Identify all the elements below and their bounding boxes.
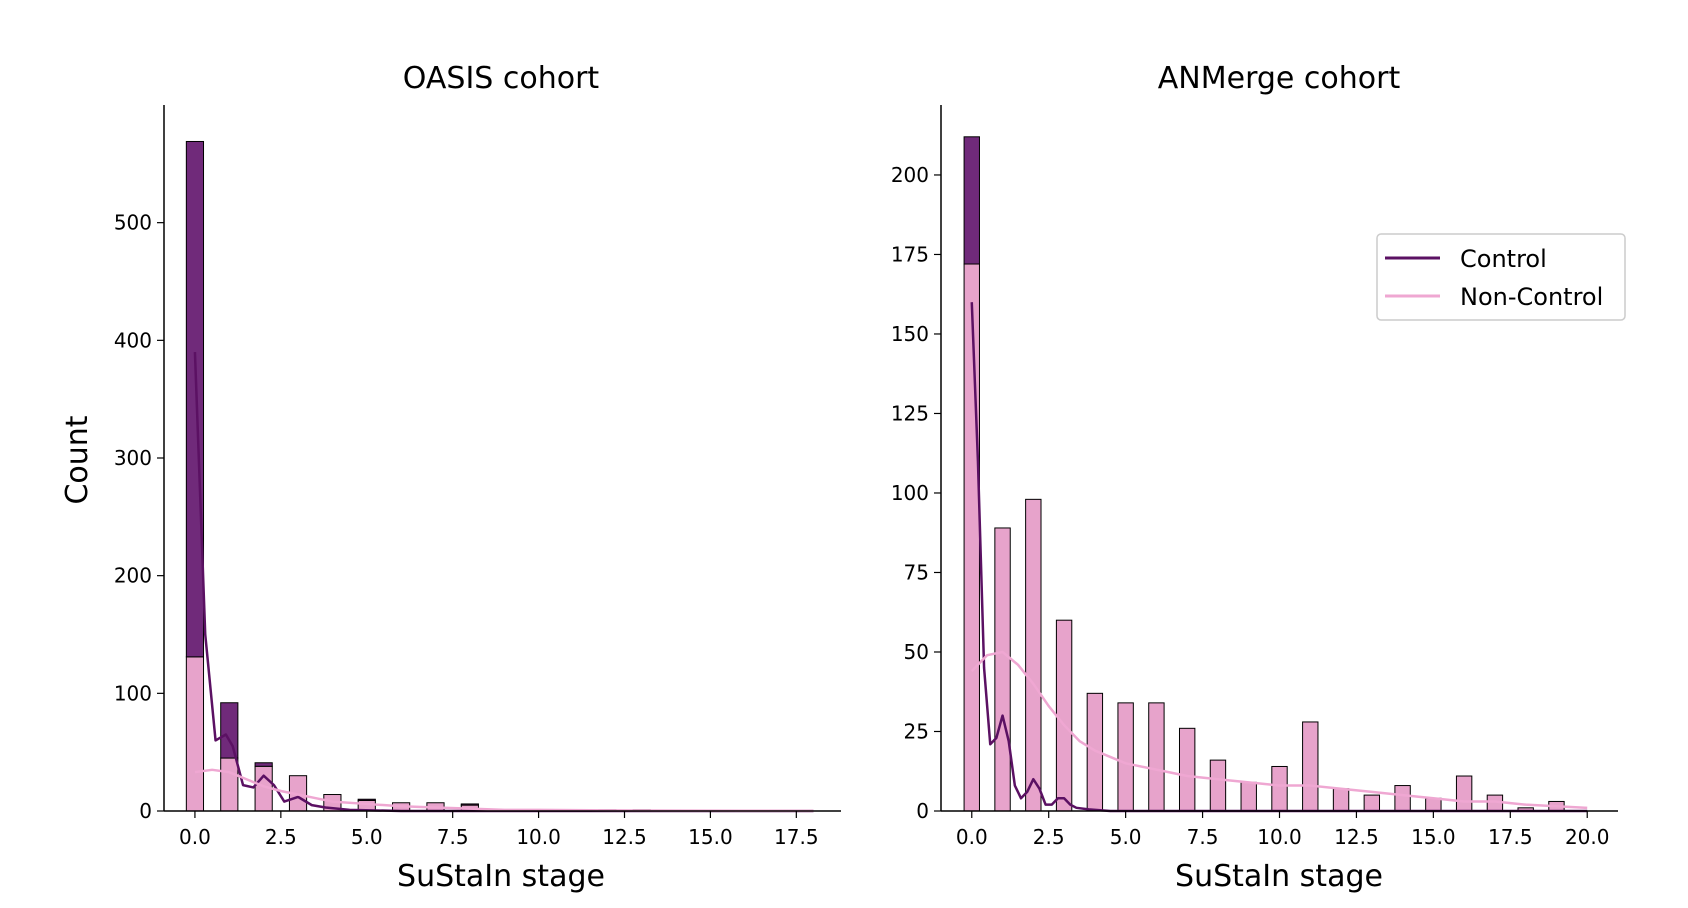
x-tick-label: 20.0: [1565, 825, 1610, 849]
bar-noncontrol: [1394, 785, 1411, 812]
x-tick-label: 12.5: [602, 825, 647, 849]
bar-control: [220, 702, 239, 759]
bar-control: [460, 803, 479, 806]
bar-noncontrol: [1240, 781, 1257, 812]
x-tick-label: 0.0: [956, 825, 988, 849]
legend: Control Non-Control: [1376, 233, 1626, 321]
x-tick-label: 7.5: [437, 825, 469, 849]
y-tick-label: 500: [114, 211, 152, 235]
bar-control: [357, 798, 376, 801]
x-tick-label: 17.5: [774, 825, 819, 849]
bar-noncontrol: [1302, 721, 1319, 812]
y-tick-label: 150: [891, 322, 929, 346]
legend-frame: [1376, 233, 1626, 321]
y-tick-label: 175: [891, 242, 929, 266]
panel-oasis: OASIS cohort 0.0 2.5 5.0 7.5 10.0 12.5 15.0 17.…: [60, 61, 841, 894]
y-tick-label: 25: [904, 719, 929, 743]
bar-noncontrol: [1332, 788, 1350, 812]
kde-line-control: [193, 352, 814, 813]
bar-noncontrol: [1455, 775, 1473, 812]
y-tick-label: 125: [891, 401, 929, 425]
bar-noncontrol: [994, 527, 1011, 812]
x-tick-label: 17.5: [1488, 825, 1533, 849]
y-tick-label: 75: [904, 560, 929, 584]
x-axis-label: SuStaIn stage: [397, 859, 605, 894]
x-tick-label: 2.5: [1033, 825, 1065, 849]
x-tick-label: 12.5: [1334, 825, 1379, 849]
bar-noncontrol: [185, 656, 205, 812]
panel-title: OASIS cohort: [403, 61, 600, 96]
plot-area: 0.0 2.5 5.0 7.5 10.0 12.5 15.0 17.5 20.0 0 25 50 75 1…: [891, 105, 1618, 849]
y-tick-label: 400: [114, 328, 152, 352]
x-tick-label: 15.0: [688, 825, 733, 849]
kde-line-noncontrol: [970, 650, 1588, 810]
x-tick-label: 15.0: [1411, 825, 1456, 849]
bar-noncontrol: [1363, 794, 1381, 812]
bar-noncontrol: [1209, 759, 1227, 812]
bar-control: [963, 136, 980, 265]
x-tick-label: 2.5: [265, 825, 297, 849]
y-axis-label: Count: [60, 415, 95, 504]
y-tick-label: 100: [891, 481, 929, 505]
bar-control: [254, 762, 273, 767]
panel-title: ANMerge cohort: [1158, 61, 1401, 96]
kde-line-noncontrol: [194, 768, 814, 813]
bar-noncontrol: [1148, 702, 1165, 812]
plot-area: 0.0 2.5 5.0 7.5 10.0 12.5 15.0 17.5 0 100 200 300 40…: [114, 105, 841, 849]
bar-noncontrol: [963, 263, 980, 812]
bar-noncontrol: [1117, 702, 1134, 812]
x-tick-label: 0.0: [179, 825, 211, 849]
bar-noncontrol: [220, 757, 239, 812]
y-tick-label: 200: [114, 564, 152, 588]
x-tick-label: 5.0: [351, 825, 383, 849]
x-tick-label: 7.5: [1187, 825, 1219, 849]
x-tick-label: 10.0: [516, 825, 561, 849]
y-tick-label: 300: [114, 446, 152, 470]
y-tick-label: 0: [916, 799, 929, 823]
x-axis-label: SuStaIn stage: [1175, 859, 1383, 894]
y-tick-label: 0: [139, 799, 152, 823]
y-tick-label: 200: [891, 163, 929, 187]
y-tick-label: 100: [114, 681, 152, 705]
bar-noncontrol: [1178, 727, 1196, 812]
panel-anmerge: ANMerge cohort 0.0 2.5 5.0 7.5 10.0 12.5 15.0 1…: [891, 61, 1618, 894]
x-tick-label: 5.0: [1110, 825, 1142, 849]
x-tick-label: 10.0: [1257, 825, 1302, 849]
legend-label-noncontrol: Non-Control: [1460, 283, 1603, 311]
bar-noncontrol: [1025, 498, 1042, 812]
bar-noncontrol: [1271, 765, 1288, 812]
bar-noncontrol: [1425, 797, 1442, 812]
bar-control: [185, 140, 205, 658]
legend-label-control: Control: [1460, 245, 1547, 273]
bar-noncontrol: [1055, 619, 1073, 812]
y-tick-label: 50: [904, 640, 929, 664]
